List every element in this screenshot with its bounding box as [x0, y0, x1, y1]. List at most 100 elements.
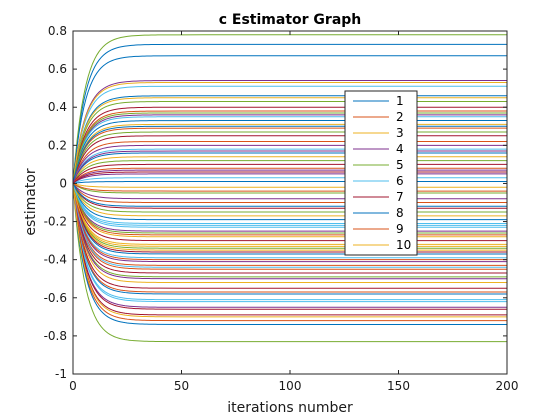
- series-line: [72, 160, 507, 184]
- series-line: [72, 34, 507, 184]
- legend-item-label: 6: [396, 174, 404, 188]
- series-line: [72, 183, 507, 303]
- series-line: [72, 183, 507, 251]
- legend[interactable]: 1 2 3 4 5 6 7 8 9 10: [344, 90, 418, 256]
- series-line: [72, 127, 507, 184]
- series-line: [72, 183, 507, 318]
- y-tick-label: -0.8: [44, 329, 67, 343]
- series-line: [72, 183, 507, 322]
- series-line: [72, 183, 507, 209]
- series-line: [72, 135, 507, 184]
- series-line: [72, 141, 507, 184]
- series-line: [72, 183, 507, 259]
- x-tick-label: 0: [69, 379, 77, 393]
- series-line: [72, 125, 507, 184]
- series-line: [72, 183, 507, 295]
- series-layer: [72, 34, 507, 343]
- series-line: [72, 183, 507, 221]
- series-line: [72, 114, 507, 184]
- series-line: [72, 183, 507, 289]
- y-tick-label: -1: [55, 367, 67, 381]
- series-line: [72, 183, 507, 266]
- series-line: [72, 123, 507, 184]
- series-line: [72, 169, 507, 184]
- series-line: [72, 120, 507, 184]
- series-line: [72, 183, 507, 284]
- series-line: [72, 183, 507, 253]
- series-line: [72, 183, 507, 278]
- chart-title: c Estimator Graph: [219, 12, 362, 28]
- series-line: [72, 173, 507, 184]
- x-axis-label: iterations number: [227, 400, 353, 416]
- series-line: [72, 116, 507, 184]
- series-line: [72, 183, 507, 228]
- series-line: [72, 183, 507, 316]
- series-line: [72, 183, 507, 274]
- series-line: [72, 80, 507, 184]
- x-tick-label: 100: [279, 379, 302, 393]
- series-line: [72, 183, 507, 217]
- series-line: [72, 55, 507, 184]
- series-line: [72, 152, 507, 184]
- legend-item-label: 9: [396, 222, 404, 236]
- series-line: [72, 183, 507, 203]
- legend-item-label: 3: [396, 126, 404, 140]
- series-line: [72, 183, 507, 249]
- series-line: [72, 183, 507, 280]
- y-tick-label: 0.8: [48, 24, 67, 38]
- series-line: [72, 183, 507, 301]
- series-line: [72, 183, 507, 232]
- series-line: [72, 144, 507, 184]
- series-line: [72, 110, 507, 184]
- series-line: [72, 183, 507, 310]
- series-line: [72, 183, 507, 194]
- series-line: [72, 106, 507, 184]
- series-line: [72, 183, 507, 224]
- series-line: [72, 97, 507, 184]
- series-line: [72, 182, 507, 188]
- series-line: [72, 81, 507, 184]
- series-line: [72, 131, 507, 184]
- series-line: [72, 95, 507, 184]
- series-line: [72, 183, 507, 207]
- legend-item-label: 2: [396, 110, 404, 124]
- legend-box: [344, 90, 418, 256]
- y-tick-label: 0.2: [48, 138, 67, 152]
- legend-item-label: 4: [396, 142, 404, 156]
- y-tick-label: -0.6: [44, 291, 67, 305]
- y-axis: -1 -0.8 -0.6 -0.4 -0.2 0 0.2 0.4 0.6 0.8: [44, 24, 507, 381]
- series-line: [72, 150, 507, 184]
- legend-item-label: 10: [396, 238, 411, 252]
- series-line: [72, 183, 507, 226]
- series-line: [72, 43, 507, 184]
- y-tick-label: -0.2: [44, 215, 67, 229]
- series-line: [72, 148, 507, 184]
- y-axis-label: estimator: [23, 168, 39, 236]
- series-line: [72, 183, 507, 325]
- series-line: [72, 183, 507, 238]
- series-line: [72, 183, 507, 236]
- series-line: [72, 101, 507, 184]
- series-line: [72, 156, 507, 184]
- series-line: [72, 183, 507, 308]
- series-line: [72, 183, 507, 234]
- x-tick-label: 50: [174, 379, 189, 393]
- series-line: [72, 183, 507, 263]
- series-line: [72, 163, 507, 184]
- legend-item-label: 8: [396, 206, 404, 220]
- series-line: [72, 183, 507, 255]
- series-line: [72, 112, 507, 184]
- x-tick-label: 150: [387, 379, 410, 393]
- series-line: [72, 183, 507, 200]
- series-line: [72, 171, 507, 184]
- legend-item-label: 5: [396, 158, 404, 172]
- series-line: [72, 183, 507, 261]
- legend-item-label: 7: [396, 190, 404, 204]
- series-line: [72, 177, 507, 184]
- series-line: [72, 183, 507, 192]
- series-line: [72, 183, 507, 213]
- y-tick-label: -0.4: [44, 253, 67, 267]
- series-line: [72, 183, 507, 245]
- series-line: [72, 183, 507, 343]
